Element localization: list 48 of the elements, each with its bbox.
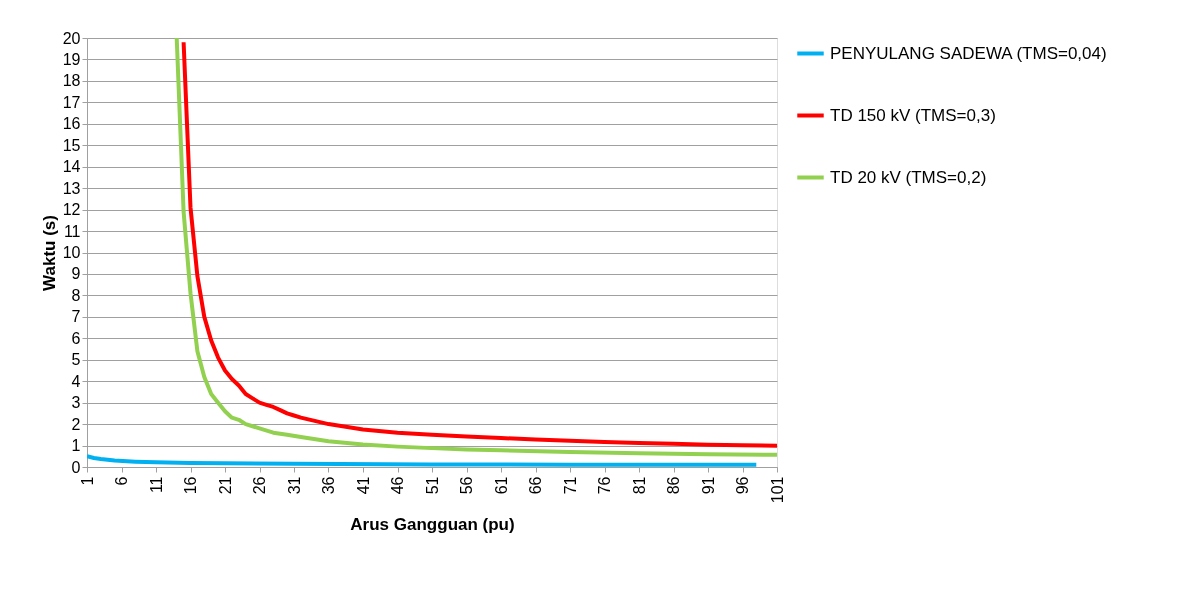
x-tick-label: 21 — [216, 476, 234, 495]
x-tick-label: 76 — [596, 476, 613, 495]
y-tick-label: 20 — [62, 29, 81, 47]
x-tick-label: 96 — [734, 476, 751, 495]
y-tick-label: 10 — [62, 244, 81, 261]
y-tick-label: 9 — [71, 265, 81, 283]
y-tick-label: 1 — [71, 437, 81, 455]
legend-label: PENYULANG SADEWA (TMS=0,04) — [830, 43, 1107, 63]
y-axis-title: Waktu (s) — [39, 215, 59, 291]
x-tick-label: 86 — [665, 476, 682, 495]
y-tick-label: 4 — [71, 372, 81, 390]
legend-label: TD 150 kV (TMS=0,3) — [830, 105, 996, 125]
x-tick-label: 91 — [699, 476, 717, 495]
x-tick-label: 71 — [561, 476, 579, 495]
y-tick-label: 0 — [71, 458, 81, 476]
y-tick-label: 8 — [71, 286, 81, 304]
y-tick-label: 17 — [62, 93, 81, 111]
y-tick-label: 15 — [62, 136, 81, 154]
x-tick-label: 41 — [354, 476, 372, 495]
x-tick-label: 1 — [78, 476, 96, 486]
x-tick-label: 61 — [492, 476, 510, 495]
x-tick-label: 66 — [527, 476, 544, 495]
x-tick-label: 6 — [113, 476, 130, 486]
y-tick-label: 14 — [62, 158, 81, 176]
y-tick-label: 7 — [71, 308, 81, 326]
y-tick-label: 19 — [62, 50, 81, 68]
line-series — [87, 454, 759, 467]
y-tick-label: 5 — [71, 351, 81, 369]
x-tick-label: 46 — [389, 476, 406, 495]
y-tick-label: 6 — [71, 329, 81, 347]
x-tick-label: 81 — [630, 476, 648, 495]
y-tick-label: 2 — [71, 415, 81, 433]
y-tick-label: 11 — [63, 222, 81, 240]
x-tick-label: 36 — [320, 476, 337, 495]
x-tick-label: 11 — [147, 476, 165, 494]
legend-label: TD 20 kV (TMS=0,2) — [830, 167, 987, 187]
y-tick-label: 18 — [62, 72, 81, 90]
y-tick-label: 16 — [62, 115, 81, 133]
x-tick-label: 31 — [285, 476, 303, 495]
x-axis-title: Arus Gangguan (pu) — [350, 515, 515, 535]
y-tick-label: 12 — [62, 201, 81, 219]
x-tick-label: 16 — [182, 476, 199, 495]
x-tick-label: 56 — [458, 476, 475, 495]
x-tick-label: 26 — [251, 476, 268, 495]
x-tick-label: 51 — [423, 476, 441, 495]
y-tick-label: 3 — [71, 394, 81, 412]
x-tick-label: 101 — [768, 476, 786, 504]
y-tick-label: 13 — [62, 179, 81, 197]
